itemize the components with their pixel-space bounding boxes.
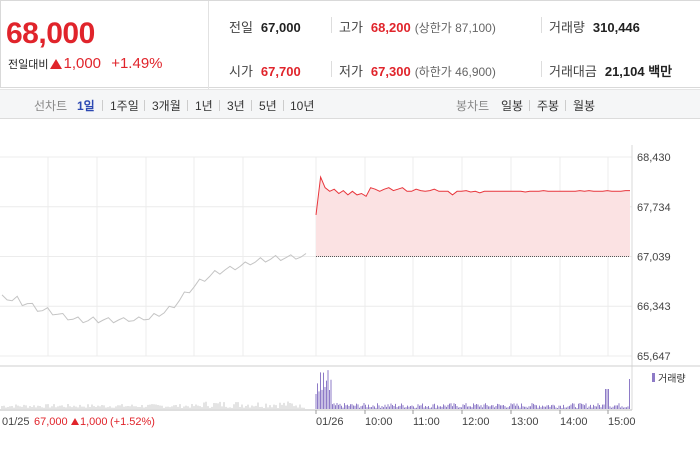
- prev-day-pct: (+1.52%): [110, 416, 155, 428]
- divider: [283, 100, 284, 111]
- price-chart-svg: 68,430 67,734 67,039 66,343 65,647 거래량 01/25…: [0, 145, 700, 428]
- x-tick-label: 10:00: [365, 416, 393, 428]
- divider: [187, 100, 188, 111]
- stat-open: 시가 67,700: [229, 61, 301, 80]
- divider: [565, 100, 566, 111]
- tab-1day[interactable]: 1일: [77, 99, 95, 113]
- y-tick-label: 65,647: [637, 351, 671, 363]
- price-change: 전일대비 1,000 +1.49%: [8, 55, 163, 72]
- tab-1week[interactable]: 1주일: [110, 99, 139, 113]
- divider: [102, 100, 103, 111]
- price-chart[interactable]: 68,430 67,734 67,039 66,343 65,647 거래량 01/25…: [0, 120, 700, 450]
- stat-low: 저가 67,300 (하한가 46,900): [339, 61, 496, 80]
- up-triangle-icon: [50, 59, 63, 69]
- prev-day-close: 67,000: [34, 416, 68, 428]
- stat-volume: 거래량 310,446: [549, 17, 640, 36]
- volume-legend-swatch: [652, 373, 655, 382]
- stat-amount: 거래대금 21,104 백만: [549, 61, 672, 80]
- price-summary: 68,000 전일대비 1,000 +1.49% 전일 67,000 고가 68,20…: [0, 0, 700, 89]
- tab-5year[interactable]: 5년: [259, 99, 277, 113]
- change-percent: +1.49%: [111, 55, 163, 72]
- up-triangle-icon: [71, 418, 79, 425]
- stat-value: 21,104 백만: [604, 64, 673, 79]
- x-tick-label: 13:00: [511, 416, 539, 428]
- stat-sub: (상한가 87,100): [414, 21, 496, 35]
- stat-label: 고가: [339, 20, 363, 35]
- line-chart-label: 선차트: [34, 99, 68, 113]
- y-tick-label: 67,734: [637, 202, 671, 214]
- stat-value: 68,200: [370, 20, 411, 35]
- divider: [331, 61, 332, 77]
- stat-label: 시가: [229, 64, 253, 79]
- stat-value: 67,700: [260, 64, 301, 79]
- stat-high: 고가 68,200 (상한가 87,100): [339, 17, 496, 36]
- tab-monthly-candle[interactable]: 월봉: [573, 99, 596, 113]
- today-price-line: [315, 175, 630, 215]
- tab-3year[interactable]: 3년: [227, 99, 245, 113]
- current-price: 68,000: [6, 17, 95, 50]
- x-tick-label: 01/26: [316, 416, 344, 428]
- x-tick-label: 12:00: [462, 416, 490, 428]
- stat-label: 거래량: [549, 20, 585, 35]
- stat-prev-close: 전일 67,000: [229, 17, 301, 36]
- stat-label: 거래대금: [549, 64, 597, 79]
- divider: [331, 17, 332, 33]
- tab-daily-candle[interactable]: 일봉: [501, 99, 524, 113]
- divider: [251, 100, 252, 111]
- current-price-box: 68,000 전일대비 1,000 +1.49%: [1, 1, 209, 89]
- tab-3month[interactable]: 3개월: [152, 99, 181, 113]
- volume-legend-label: 거래량: [658, 373, 686, 385]
- prev-day-date: 01/25: [2, 416, 30, 428]
- stat-label: 전일: [229, 20, 253, 35]
- divider: [541, 17, 542, 33]
- tab-weekly-candle[interactable]: 주봉: [537, 99, 560, 113]
- change-label: 전일대비: [8, 59, 49, 71]
- divider: [529, 100, 530, 111]
- divider: [541, 61, 542, 77]
- stat-value: 310,446: [592, 20, 640, 35]
- stat-value: 67,000: [260, 20, 301, 35]
- y-tick-label: 66,343: [637, 301, 671, 313]
- prev-day-line: [1, 253, 307, 324]
- chart-period-bar: 선차트 1일 1주일 3개월 1년 3년 5년 10년 봉차트 일봉 주봉 월봉: [0, 89, 700, 119]
- divider: [219, 100, 220, 111]
- tab-10year[interactable]: 10년: [290, 99, 315, 113]
- y-tick-label: 68,430: [637, 152, 671, 164]
- divider: [144, 100, 145, 111]
- stat-value: 67,300: [370, 64, 411, 79]
- stat-sub: (하한가 46,900): [414, 65, 496, 79]
- prev-day-change: 1,000: [80, 416, 108, 428]
- x-tick-label: 14:00: [560, 416, 588, 428]
- change-value: 1,000: [63, 55, 102, 72]
- tab-1year[interactable]: 1년: [195, 99, 213, 113]
- y-tick-label: 67,039: [637, 251, 671, 263]
- candle-chart-label: 봉차트: [456, 99, 490, 113]
- today-area: [316, 177, 630, 257]
- x-tick-label: 15:00: [608, 416, 636, 428]
- x-tick-label: 11:00: [413, 416, 440, 428]
- stat-label: 저가: [339, 64, 363, 79]
